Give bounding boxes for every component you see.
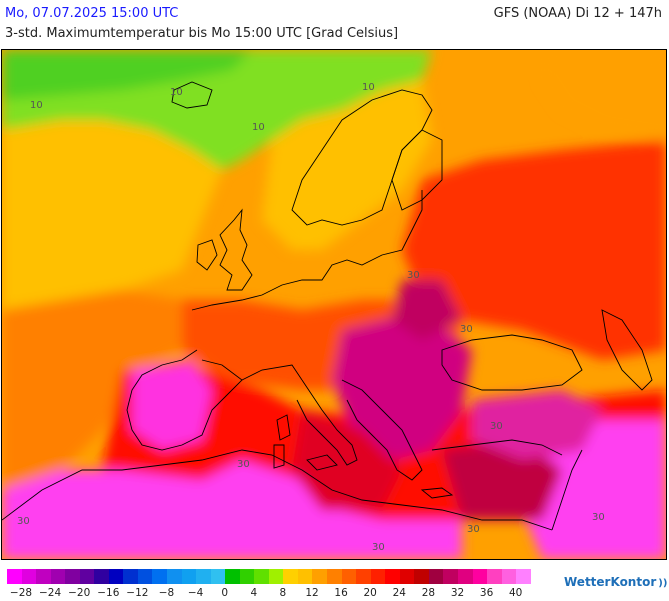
contour-label: 30: [407, 270, 420, 281]
legend-tick-label: 4: [250, 587, 258, 599]
legend-swatch: [123, 569, 138, 584]
legend-swatch: [414, 569, 429, 584]
contour-label: 10: [252, 122, 265, 133]
legend-swatch: [7, 569, 22, 584]
legend-tick-label: −28: [9, 587, 33, 599]
legend-swatch: [254, 569, 269, 584]
legend-tick-label: −16: [97, 587, 120, 599]
legend-tick-label: 32: [450, 587, 465, 599]
contour-label: 30: [372, 542, 385, 553]
legend-swatch: [210, 569, 226, 584]
legend-swatch: [108, 569, 124, 584]
legend-tick-label: 12: [305, 587, 319, 599]
legend-swatch: [312, 569, 328, 584]
legend-swatch: [50, 569, 66, 584]
contour-label: 30: [460, 324, 473, 335]
wetterkontor-logo: WetterKontor)): [564, 575, 667, 589]
contour-label: 10: [30, 100, 43, 111]
contour-label: 30: [592, 512, 605, 523]
legend-tick-label: −20: [68, 587, 91, 599]
legend-swatch: [65, 569, 80, 584]
temperature-field: [2, 50, 666, 559]
legend-tick-label: 16: [334, 587, 348, 599]
legend-tick-label: 24: [392, 587, 406, 599]
legend-ticks: −28 −24 −20 −16 −12 −8 −4 0 4 8 12 16 20 24 28 32 36 40: [0, 587, 540, 601]
coastlines: [2, 81, 653, 531]
contour-label: 30: [467, 524, 480, 535]
legend-swatch: [443, 569, 458, 584]
legend-swatch: [21, 569, 37, 584]
legend-tick-label: 20: [363, 587, 377, 599]
legend-swatch: [356, 569, 371, 584]
legend-tick-label: 8: [279, 587, 287, 599]
legend-swatch: [297, 569, 313, 584]
contour-label: 10: [170, 87, 183, 98]
legend-swatch: [268, 569, 284, 584]
map-canvas: 10 10 10 10 30 30 30 30 30 30 30 30: [2, 50, 666, 559]
legend-swatch: [385, 569, 400, 584]
contour-label: 30: [237, 459, 250, 470]
legend-tick-label: 28: [421, 587, 436, 599]
legend-swatch: [341, 569, 357, 584]
legend-swatch: [239, 569, 255, 584]
legend-swatch: [137, 569, 153, 584]
legend-tick-label: −24: [39, 587, 62, 599]
legend-tick-label: 36: [479, 587, 494, 599]
valid-datetime: Mo, 07.07.2025 15:00 UTC: [5, 6, 179, 21]
legend-swatch: [36, 569, 51, 584]
legend-swatch: [225, 569, 240, 584]
contour-label: 30: [17, 516, 30, 527]
legend-tick-label: −12: [126, 587, 149, 599]
legend-swatch: [487, 569, 502, 584]
brand-name: WetterKontor: [564, 575, 657, 589]
legend-swatch: [283, 569, 298, 584]
legend-swatch: [399, 569, 415, 584]
legend-tick-label: 0: [221, 587, 229, 599]
legend-swatch: [516, 569, 531, 584]
legend-swatch: [457, 569, 473, 584]
contour-label: 10: [362, 82, 375, 93]
model-run: GFS (NOAA) Di 12 + 147h: [493, 6, 662, 21]
temperature-map: 10 10 10 10 30 30 30 30 30 30 30 30: [1, 49, 667, 560]
color-legend: [7, 569, 531, 584]
legend-swatch: [472, 569, 488, 584]
legend-swatch: [79, 569, 95, 584]
legend-tick-label: −4: [187, 587, 204, 599]
legend-swatch: [196, 569, 211, 584]
legend-swatch: [370, 569, 386, 584]
contour-label: 30: [490, 421, 503, 432]
legend-swatch: [501, 569, 517, 584]
contour-labels: 10 10 10 10 30 30 30 30 30 30 30 30: [17, 82, 605, 553]
legend-tick-label: 40: [509, 587, 523, 599]
legend-swatch: [428, 569, 444, 584]
map-title: 3-std. Maximumtemperatur bis Mo 15:00 UT…: [5, 26, 399, 41]
signal-waves-icon: )): [658, 578, 668, 589]
legend-swatch: [94, 569, 109, 584]
legend-tick-label: −8: [158, 587, 175, 599]
legend-swatch: [181, 569, 197, 584]
legend-swatch: [327, 569, 342, 584]
legend-swatch: [152, 569, 168, 584]
legend-swatch: [167, 569, 182, 584]
